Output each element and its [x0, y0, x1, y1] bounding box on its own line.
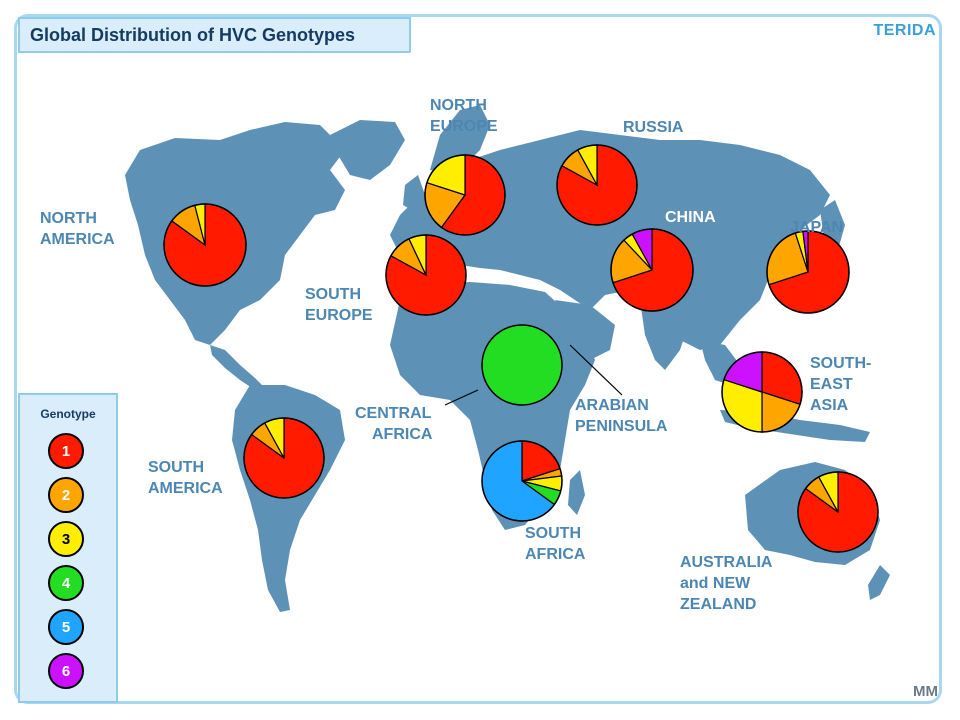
- pie-outline-china: [610, 228, 694, 312]
- label-china: CHINA: [665, 209, 716, 226]
- legend-genotype-4: 4: [48, 565, 84, 601]
- legend-genotype-5: 5: [48, 609, 84, 645]
- pie-south-africa: [481, 440, 563, 522]
- label-south-east-asia: SOUTH-EAST ASIA: [810, 355, 871, 414]
- label-south-america: SOUTH AMERICA: [148, 459, 223, 497]
- legend-genotype-6: 6: [48, 653, 84, 689]
- new-zealand-landmass: [868, 565, 890, 600]
- title-panel: Global Distribution of HVC Genotypes: [18, 17, 411, 53]
- pie-south-east-asia: [721, 351, 803, 433]
- legend-title: Genotype: [40, 407, 96, 421]
- pie-central-africa: [481, 324, 563, 406]
- legend-genotype-2: 2: [48, 477, 84, 513]
- pie-outline-japan: [766, 230, 850, 314]
- scandinavia-landmass: [430, 105, 490, 175]
- mm-logo: MM: [913, 683, 938, 700]
- pie-outline-russia: [556, 144, 638, 226]
- label-japan: JAPAN: [790, 219, 843, 236]
- pie-china: [610, 228, 694, 312]
- pie-south-europe: [385, 234, 467, 316]
- uk-landmass: [403, 175, 425, 212]
- pie-north-america: [163, 203, 247, 287]
- label-central-africa: CENTRAL AFRICA: [355, 405, 433, 443]
- pie-japan: [766, 230, 850, 314]
- pie-north-europe: [424, 154, 506, 236]
- brand-logo: TERIDA: [873, 22, 936, 39]
- pie-russia: [556, 144, 638, 226]
- pie-outline-south-africa: [481, 440, 563, 522]
- madagascar-landmass: [568, 470, 585, 515]
- india-landmass: [640, 300, 690, 370]
- label-north-america: NORTH AMERICA: [40, 210, 115, 248]
- label-arabian-peninsula: ARABIAN PENINSULA: [575, 397, 668, 435]
- genotype-pie-charts: [163, 144, 879, 553]
- central-america-landmass: [210, 345, 262, 390]
- pie-outline-south-america: [243, 417, 325, 499]
- label-south-europe: SOUTH EUROPE: [305, 286, 373, 324]
- legend-genotype-3: 3: [48, 521, 84, 557]
- label-south-africa: SOUTH AFRICA: [525, 525, 586, 563]
- pie-outline-north-europe: [424, 154, 506, 236]
- arabian-landmass: [555, 300, 615, 360]
- pie-outline-north-america: [163, 203, 247, 287]
- pie-outline-australia-nz: [797, 471, 879, 553]
- pie-outline-south-europe: [385, 234, 467, 316]
- pie-slice-central-africa-genotype-4: [481, 324, 563, 406]
- label-north-europe: NORTH EUROPE: [430, 97, 498, 135]
- central-africa-leader-line: [444, 389, 479, 406]
- arabian-peninsula-leader-line: [569, 344, 623, 396]
- label-australia-nz: AUSTRALIA and NEW ZEALAND: [680, 554, 773, 613]
- greenland-landmass: [330, 120, 405, 180]
- pie-south-america: [243, 417, 325, 499]
- legend-genotype-1: 1: [48, 433, 84, 469]
- map-title: Global Distribution of HVC Genotypes: [30, 25, 356, 45]
- genotype-legend: Genotype 1 2 3 4 5 6: [18, 393, 118, 703]
- pie-australia-nz: [797, 471, 879, 553]
- pie-outline-south-east-asia: [721, 351, 803, 433]
- label-russia: RUSSIA: [623, 119, 684, 136]
